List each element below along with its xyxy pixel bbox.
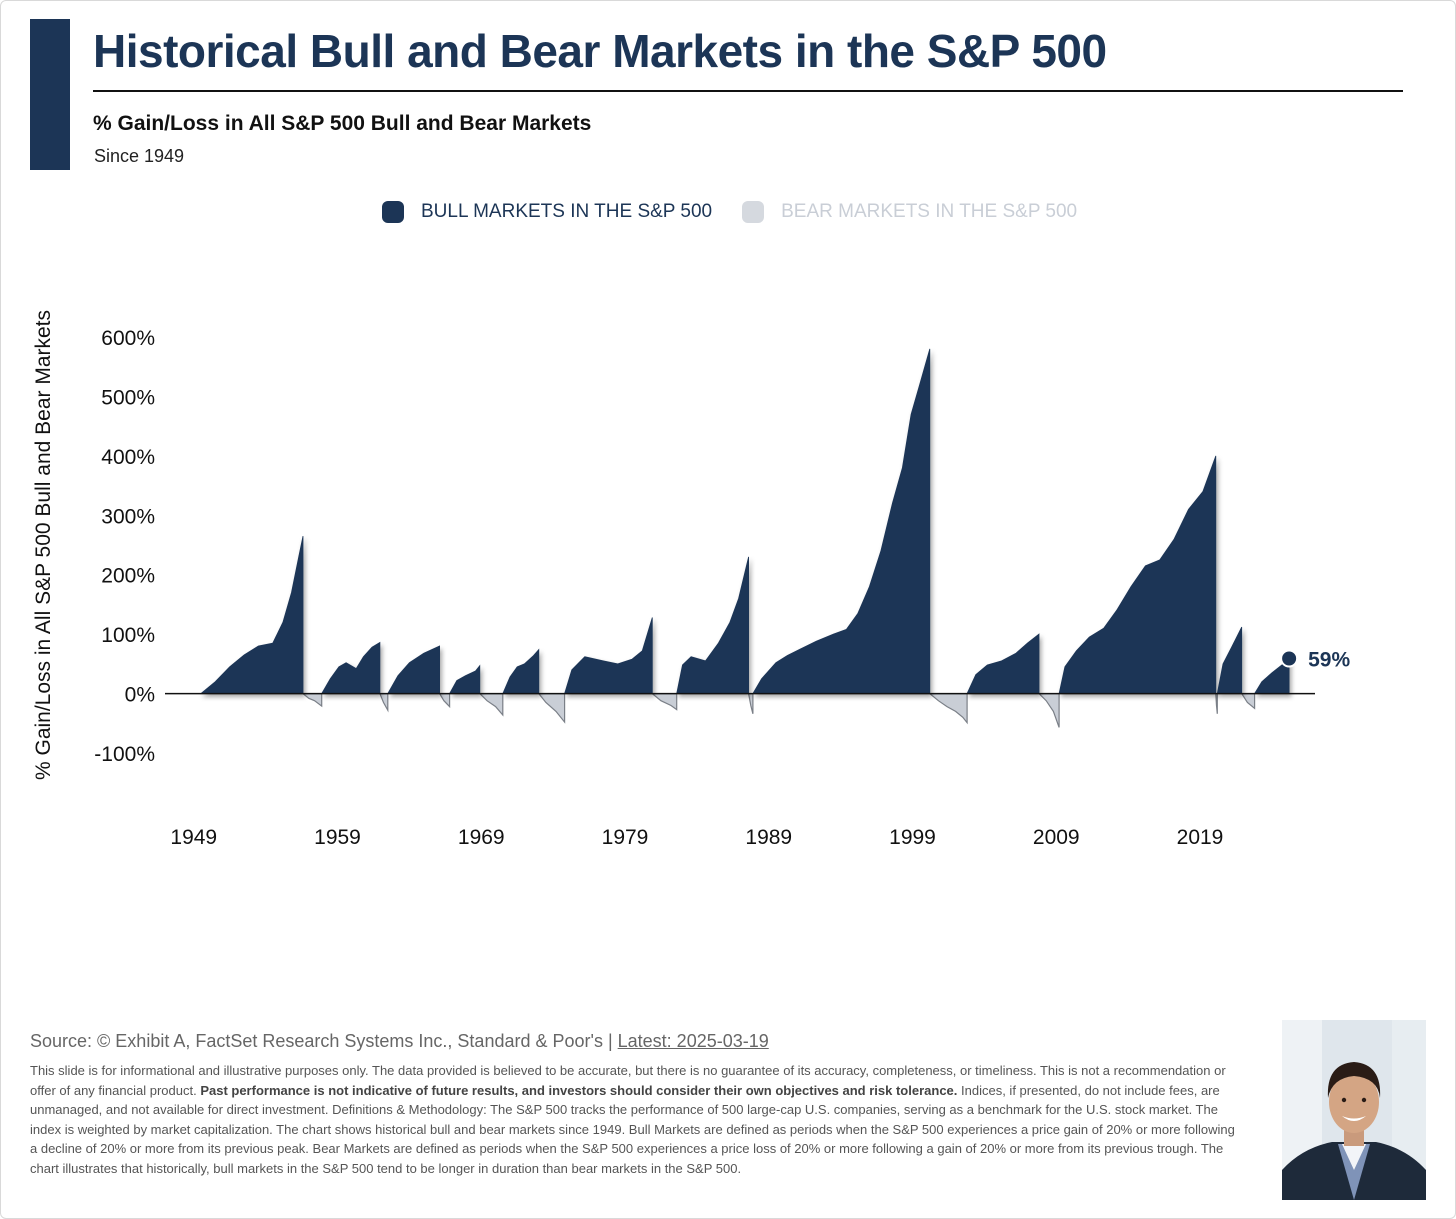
x-tick-label: 1989 bbox=[745, 826, 792, 849]
since-label: Since 1949 bbox=[94, 146, 185, 166]
y-tick-label: 200% bbox=[101, 565, 155, 588]
y-tick-label: 400% bbox=[101, 446, 155, 469]
x-tick-label: 1959 bbox=[314, 826, 361, 849]
bear-market-area bbox=[747, 693, 754, 714]
legend-item-bear[interactable]: BEAR MARKETS IN THE S&P 500 bbox=[742, 201, 1077, 223]
advisor-photo bbox=[1282, 1020, 1426, 1200]
disclaimer-text-2: Indices, if presented, do not include fe… bbox=[30, 1082, 1235, 1176]
disclaimer-text-1: This slide is for informational and illu… bbox=[30, 1063, 1226, 1098]
bear-market-area bbox=[537, 693, 566, 724]
bear-market-area bbox=[301, 693, 323, 708]
bear-market-area bbox=[478, 693, 504, 717]
chart-legend: BULL MARKETS IN THE S&P 500 BEAR MARKETS… bbox=[382, 201, 1107, 223]
y-tick-label: 100% bbox=[101, 624, 155, 647]
x-tick-label: 2009 bbox=[1033, 826, 1080, 849]
disclaimer-bold: Past performance is not indicative of fu… bbox=[200, 1082, 958, 1098]
y-tick-label: -100% bbox=[94, 743, 155, 766]
bear-market-area bbox=[928, 693, 968, 725]
bull-market-area bbox=[1058, 455, 1217, 694]
bull-swatch-icon bbox=[382, 201, 404, 223]
bull-market-area bbox=[966, 633, 1040, 694]
source-line: Source: © Exhibit A, FactSet Research Sy… bbox=[30, 1031, 769, 1052]
bear-market-area bbox=[1240, 693, 1256, 710]
bear-swatch-icon bbox=[742, 201, 765, 223]
bull-market-area bbox=[387, 645, 440, 694]
y-tick-label: 300% bbox=[101, 505, 155, 528]
bull-market-area bbox=[502, 648, 540, 694]
latest-value-label: 59% bbox=[1308, 649, 1350, 672]
latest-value-dot[interactable] bbox=[1280, 649, 1299, 668]
chart-subtitle: % Gain/Loss in All S&P 500 Bull and Bear… bbox=[93, 112, 592, 135]
x-tick-label: 1979 bbox=[602, 826, 649, 849]
bear-market-area bbox=[438, 693, 451, 709]
legend-bear-label: BEAR MARKETS IN THE S&P 500 bbox=[781, 201, 1078, 222]
bear-market-area bbox=[1215, 693, 1218, 714]
disclaimer: This slide is for informational and illu… bbox=[30, 1061, 1240, 1178]
y-tick-label: 600% bbox=[101, 327, 155, 350]
bear-market-area bbox=[379, 693, 389, 713]
bull-bear-chart: % Gain/Loss in All S&P 500 Bull and Bear… bbox=[32, 310, 1350, 849]
y-axis-title: % Gain/Loss in All S&P 500 Bull and Bear… bbox=[32, 310, 55, 780]
bull-market-area bbox=[564, 617, 653, 694]
bear-market-area bbox=[1037, 693, 1060, 728]
y-tick-label: 500% bbox=[101, 386, 155, 409]
bull-market-area bbox=[448, 664, 481, 694]
x-tick-label: 1949 bbox=[170, 826, 217, 849]
y-tick-label: 0% bbox=[125, 684, 155, 707]
x-tick-label: 1969 bbox=[458, 826, 505, 849]
page-title: Historical Bull and Bear Markets in the … bbox=[93, 25, 1107, 77]
bull-market-area bbox=[321, 641, 381, 694]
bull-market-area bbox=[1216, 626, 1243, 694]
x-tick-label: 2019 bbox=[1177, 826, 1224, 849]
legend-item-bull[interactable]: BULL MARKETS IN THE S&P 500 bbox=[382, 201, 712, 223]
bull-market-area bbox=[199, 536, 304, 694]
bull-market-area bbox=[752, 348, 931, 694]
bull-market-area bbox=[676, 556, 749, 694]
legend-bull-label: BULL MARKETS IN THE S&P 500 bbox=[421, 201, 713, 222]
bear-market-area bbox=[650, 693, 678, 711]
title-divider bbox=[93, 90, 1403, 92]
x-tick-label: 1999 bbox=[889, 826, 936, 849]
latest-date-link[interactable]: Latest: 2025-03-19 bbox=[617, 1031, 769, 1051]
accent-bar bbox=[30, 19, 70, 170]
source-text: Source: © Exhibit A, FactSet Research Sy… bbox=[30, 1031, 618, 1051]
